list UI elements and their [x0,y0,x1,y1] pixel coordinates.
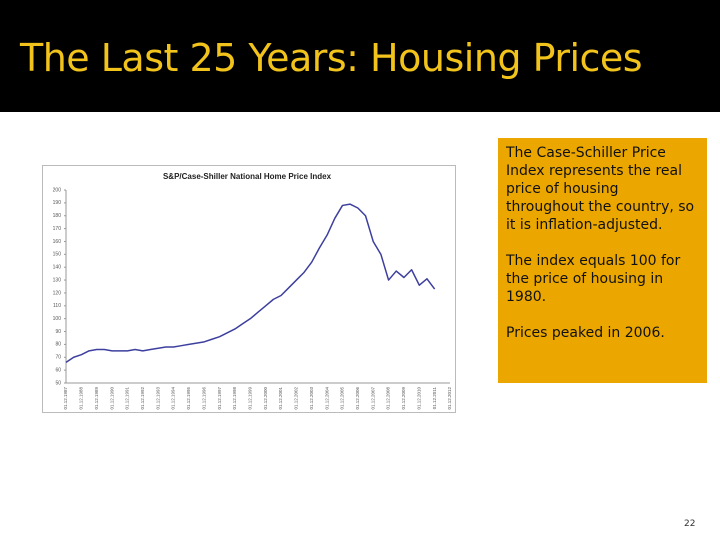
x-tick-label: 01.12.1996 [201,387,206,410]
x-tick-label: 01.12.1989 [94,387,99,410]
y-tick-label: 160 [53,239,62,245]
x-tick-label: 01.12.2006 [355,387,360,410]
x-tick-label: 01.12.1990 [109,387,114,410]
x-tick-label: 01.12.1988 [79,387,84,410]
y-tick-label: 140 [53,265,62,271]
x-tick-label: 01.12.2004 [324,387,329,410]
y-tick-label: 200 [53,187,62,193]
x-tick-label: 01.12.1987 [63,387,68,410]
paragraph: Prices peaked in 2006. [506,325,665,341]
y-tick-label: 120 [53,290,62,296]
x-tick-label: 01.12.1995 [186,387,191,410]
x-tick-label: 01.12.2003 [309,387,314,410]
y-tick-label: 50 [55,380,61,386]
y-tick-label: 170 [53,226,62,232]
x-tick-label: 01.12.2002 [294,387,299,410]
x-tick-label: 01.12.1991 [125,387,130,410]
x-tick-label: 01.12.1998 [232,387,237,410]
paragraph: The Case-Schiller Price Index represents… [506,145,695,233]
x-tick-label: 01.12.2012 [447,387,452,410]
data-line [65,203,436,364]
y-tick-label: 80 [55,342,61,348]
slide-title: The Last 25 Years: Housing Prices [20,36,643,80]
x-tick-label: 01.12.2009 [401,387,406,410]
chart: S&P/Case-Shiller National Home Price Ind… [42,165,456,413]
x-tick-label: 01.12.2008 [386,387,391,410]
x-tick-label: 01.12.1992 [140,387,145,410]
y-tick-label: 90 [55,329,61,335]
chart-frame [42,165,456,413]
y-tick-label: 100 [53,316,62,322]
y-tick-label: 190 [53,200,62,206]
x-tick-label: 01.12.2011 [432,387,437,410]
x-tick-label: 01.12.1997 [217,387,222,410]
x-tick-label: 01.12.2000 [263,387,268,410]
page-number: 22 [684,519,696,529]
y-tick-label: 110 [53,303,61,309]
y-tick-label: 130 [53,277,62,283]
y-tick-label: 180 [53,213,62,219]
y-tick-label: 150 [53,252,62,258]
x-tick-label: 01.12.1999 [248,387,253,410]
x-tick-label: 01.12.1994 [171,387,176,410]
x-tick-label: 01.12.2005 [340,387,345,410]
x-tick-label: 01.12.1993 [155,387,160,410]
title-bar [0,0,720,112]
y-tick-label: 70 [55,355,61,361]
chart-title: S&P/Case-Shiller National Home Price Ind… [163,172,332,181]
x-tick-label: 01.12.2001 [278,387,283,410]
text-box: The Case-Schiller Price Index represents… [498,138,707,383]
x-tick-label: 01.12.2007 [370,387,375,410]
x-tick-label: 01.12.2010 [416,387,421,410]
paragraph: The index equals 100 for the price of ho… [506,253,681,305]
y-tick-label: 60 [55,367,61,373]
